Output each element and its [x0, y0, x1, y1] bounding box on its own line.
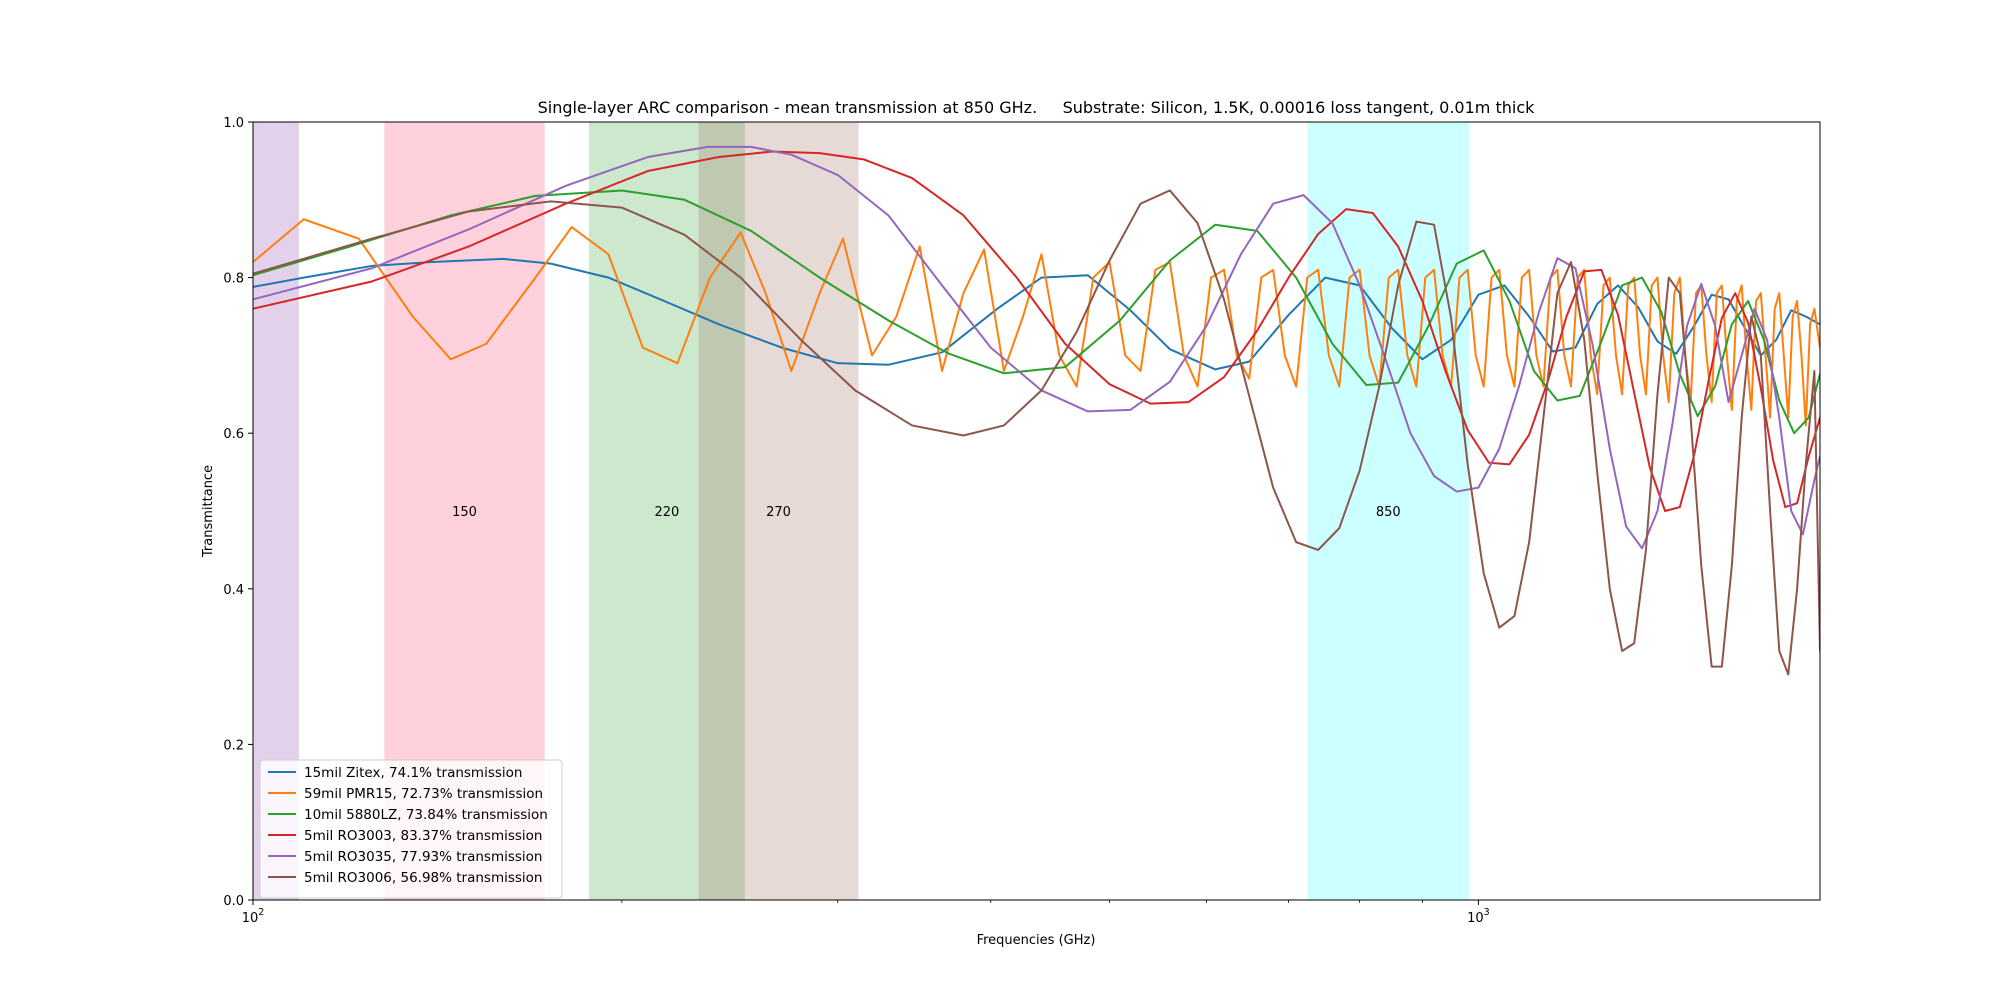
legend-entry-2: 10mil 5880LZ, 73.84% transmission [304, 807, 548, 823]
y-tick-label: 0.0 [223, 894, 244, 909]
y-axis-label: Transmittance [201, 465, 216, 558]
y-tick-label: 1.0 [223, 116, 244, 131]
y-tick-label: 0.2 [223, 738, 244, 753]
band-label-220: 220 [655, 505, 680, 520]
band-labels: 150 220 270 850 [452, 505, 1401, 520]
x-tick-label: 102 [242, 907, 265, 926]
series-line-1 [253, 218, 1820, 427]
legend-entry-1: 59mil PMR15, 72.73% transmission [304, 786, 543, 802]
series-lines [253, 145, 1820, 676]
band-label-150: 150 [452, 505, 477, 520]
legend-entry-4: 5mil RO3035, 77.93% transmission [304, 849, 543, 865]
frequency-bands [253, 122, 1470, 900]
legend-box [259, 759, 563, 899]
band-2 [588, 122, 745, 900]
legend: 15mil Zitex, 74.1% transmission 59mil PMR… [259, 759, 563, 899]
band-label-850: 850 [1376, 505, 1401, 520]
series-line-5 [253, 189, 1820, 676]
legend-entry-5: 5mil RO3006, 56.98% transmission [304, 870, 543, 886]
series-line-4 [253, 145, 1820, 550]
band-label-270: 270 [766, 505, 791, 520]
chart-title: Single-layer ARC comparison - mean trans… [538, 98, 1536, 117]
legend-entry-0: 15mil Zitex, 74.1% transmission [304, 765, 522, 781]
band-3 [698, 122, 859, 900]
x-tick-label: 103 [1467, 907, 1490, 926]
y-tick-label: 0.8 [223, 272, 244, 287]
plot-area-frame [252, 121, 1821, 901]
series-line-3 [253, 150, 1820, 512]
axis-ticks: 0.0 0.2 0.4 0.6 0.8 1.0 102 103 [223, 116, 1489, 926]
y-tick-label: 0.4 [223, 583, 244, 598]
legend-entry-3: 5mil RO3003, 83.37% transmission [304, 828, 543, 844]
band-4 [1307, 122, 1470, 900]
series-line-2 [253, 189, 1820, 435]
x-axis-label: Frequencies (GHz) [977, 933, 1096, 948]
y-tick-label: 0.6 [223, 427, 244, 442]
